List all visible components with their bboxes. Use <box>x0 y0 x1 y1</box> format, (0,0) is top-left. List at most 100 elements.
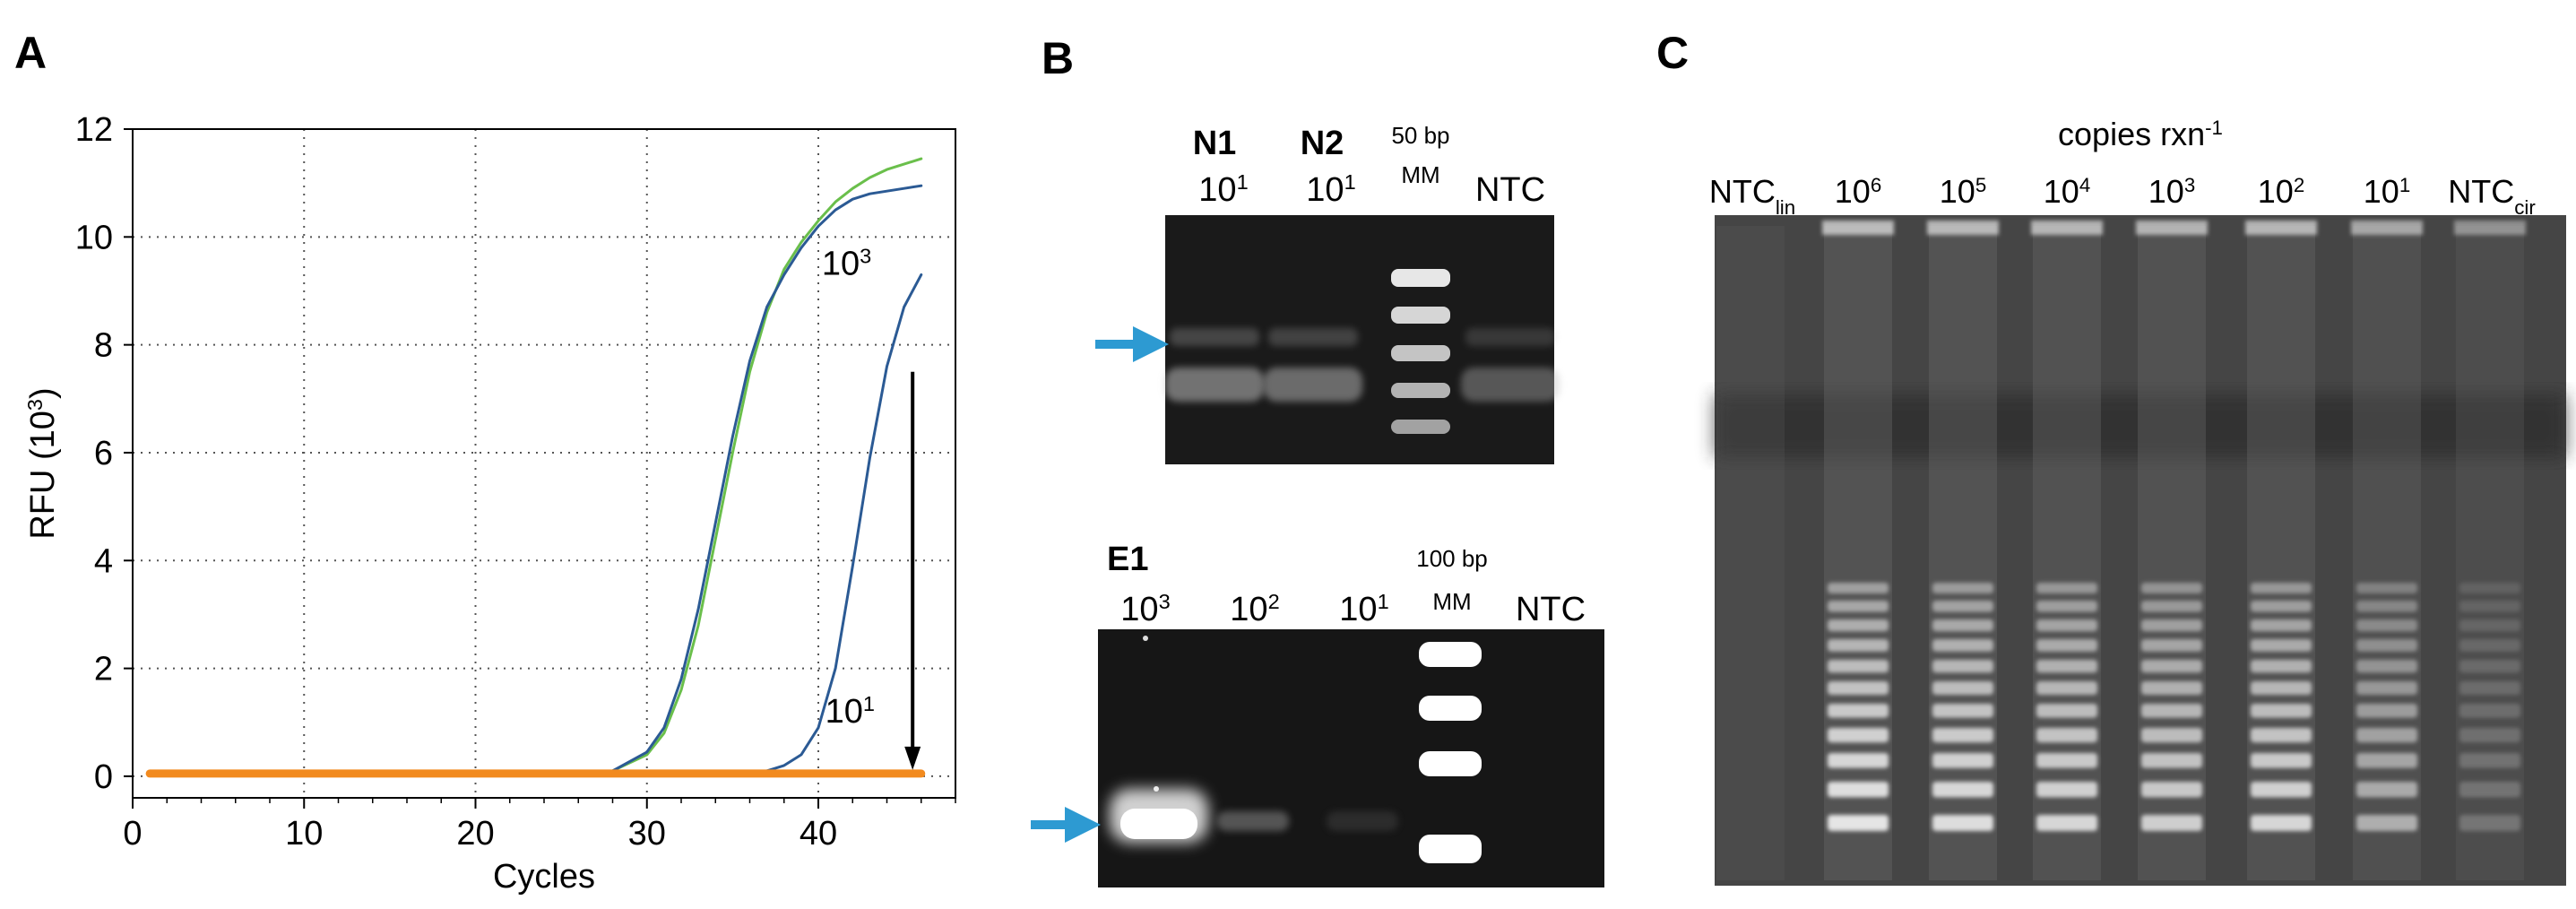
gel-c-ladder-band <box>1932 660 1993 673</box>
y-tick-label: 8 <box>94 327 113 365</box>
gel-n-lane-top-2: N2 <box>1301 125 1344 162</box>
gel-c-lane-smear <box>2456 226 2524 880</box>
gel-c-ladder-band <box>1932 753 1993 768</box>
gel-c-lane-label-7: 101 <box>2364 173 2410 210</box>
gel-c-ladder-band <box>1932 704 1993 718</box>
gel-c-ladder-band <box>2036 619 2097 632</box>
gel-c-ladder-band <box>2036 601 2097 612</box>
gel-c-well <box>2245 221 2317 235</box>
gel-c-lane-label-1: NTClin <box>1709 173 1795 219</box>
gel-c-ladder-band <box>2356 639 2417 652</box>
gel-c-ladder-band <box>2356 583 2417 593</box>
gel-c-lane-label-5: 103 <box>2148 173 2195 210</box>
gel-c-ladder-band <box>2251 753 2312 768</box>
gel-c-ladder-band <box>2356 601 2417 612</box>
annotation-label-2: 101 <box>826 692 875 731</box>
gel-c-ladder-band <box>2141 704 2202 718</box>
gel-c-ladder-band <box>2356 728 2417 743</box>
gel-c-ladder-band <box>1828 704 1889 718</box>
gel-c-well <box>1822 221 1894 235</box>
gel-c-ladder-band <box>1828 728 1889 743</box>
gel-c-lane-label-6: 102 <box>2258 173 2304 210</box>
gel-n-lane-label-1: 101 <box>1198 170 1248 209</box>
gel-n-primer-dimer-band <box>1165 368 1264 402</box>
gel-c-ladder-band <box>2251 639 2312 652</box>
gel-c-ladder-band <box>2459 753 2520 768</box>
gel-n-lane-label-4: NTC <box>1475 171 1545 209</box>
gel-c-ladder-band <box>2251 660 2312 673</box>
y-tick-label: 0 <box>94 758 113 796</box>
gel-c-ladder-band <box>2036 639 2097 652</box>
x-tick-label: 10 <box>285 815 323 853</box>
gel-e-lane-label-5: NTC <box>1516 591 1586 628</box>
gel-c-ladder-band <box>2459 639 2520 652</box>
gel-e-speck <box>1154 786 1159 792</box>
gel-c-ladder-band <box>2459 728 2520 743</box>
gel-n-target-band <box>1465 328 1555 346</box>
gel-c-ladder-band <box>2036 681 2097 695</box>
gel-c-ladder-band <box>1828 815 1889 831</box>
gel-c-ladder-band <box>2459 660 2520 673</box>
gel-c-ladder-band <box>2459 619 2520 632</box>
gel-c-ladder-band <box>2141 660 2202 673</box>
y-tick-label: 4 <box>94 542 113 580</box>
gel-c-lane-smear <box>2353 226 2421 880</box>
gel-c-ladder-band <box>1828 583 1889 593</box>
decline-arrow-head <box>904 746 921 770</box>
gel-c-lane-smear <box>1929 226 1997 880</box>
gel-c-ladder-band <box>1932 728 1993 743</box>
gel-panel-c: copies rxn-1 NTClin 106 105 104 103 102 101 NTCc… <box>1709 116 2566 886</box>
x-tick-label: 40 <box>800 815 837 853</box>
gel-c-ladder-band <box>2141 681 2202 695</box>
series-line-1 <box>148 157 923 777</box>
y-tick-label: 12 <box>75 111 113 149</box>
gel-n-primer-dimer-band <box>1461 368 1560 402</box>
gel-e-ladder-band <box>1419 642 1482 667</box>
panel-letter-c: C <box>1656 28 1690 78</box>
gel-c-ladder-band <box>2356 704 2417 718</box>
gel-c-ladder-band <box>2459 583 2520 593</box>
gel-e-speck <box>1143 636 1148 641</box>
gel-n-ladder-band <box>1391 383 1450 398</box>
gel-c-dark-zone <box>1715 394 2566 457</box>
gel-c-ladder-band <box>1932 619 1993 632</box>
gel-e-lane-top-1: E1 <box>1107 541 1148 578</box>
gel-c-lane-smear <box>2033 226 2101 880</box>
gel-e-band-10-1 <box>1327 811 1398 831</box>
gel-e-band-10-3 <box>1120 809 1197 839</box>
x-axis-label: Cycles <box>493 858 595 896</box>
gel-c-ladder-band <box>2356 753 2417 768</box>
gel-n-primer-dimer-band <box>1264 368 1362 402</box>
gel-c-ladder-band <box>2036 782 2097 798</box>
gel-c-ladder-band <box>2356 619 2417 632</box>
x-tick-label: 0 <box>123 815 142 853</box>
gel-n-ladder-band <box>1391 345 1450 361</box>
gel-c-lane-smear <box>2247 226 2315 880</box>
x-tick-label: 20 <box>456 815 494 853</box>
gel-c-ladder-band <box>1932 782 1993 798</box>
gel-n-lane-top-3: 50 bp <box>1391 122 1449 149</box>
series-line-3 <box>148 273 923 777</box>
gel-c-ladder-band <box>2141 601 2202 612</box>
gel-panel-b: N1 101 N2 101 50 bp MM NTC E1 103 102 101 100 bp MM… <box>1031 122 1604 887</box>
gel-c-ladder-band <box>2251 704 2312 718</box>
y-tick-label: 10 <box>75 219 113 256</box>
gel-c-lane-smear <box>2138 226 2206 880</box>
gel-c-ladder-band <box>1828 660 1889 673</box>
gel-c-well <box>2136 221 2208 235</box>
gel-c-ladder-band <box>2459 704 2520 718</box>
gel-c-ladder-band <box>1932 583 1993 593</box>
gel-e-lane-top-4: 100 bp <box>1416 545 1488 572</box>
gel-c-ladder-band <box>2036 704 2097 718</box>
gel-e-lane-label-3: 101 <box>1339 590 1388 628</box>
gel-n-target-band <box>1268 328 1358 346</box>
gel-c-ladder-band <box>1932 681 1993 695</box>
gel-c-ladder-band <box>1932 815 1993 831</box>
gel-e-band-10-2 <box>1217 811 1289 831</box>
gel-c-lane-label-2: 106 <box>1835 173 1881 210</box>
gel-c-ladder-band <box>2141 619 2202 632</box>
gel-c-ladder-band <box>1828 619 1889 632</box>
gel-c-ladder-band <box>2459 601 2520 612</box>
gel-c-background <box>1715 215 2566 886</box>
gel-c-ladder-band <box>2036 815 2097 831</box>
